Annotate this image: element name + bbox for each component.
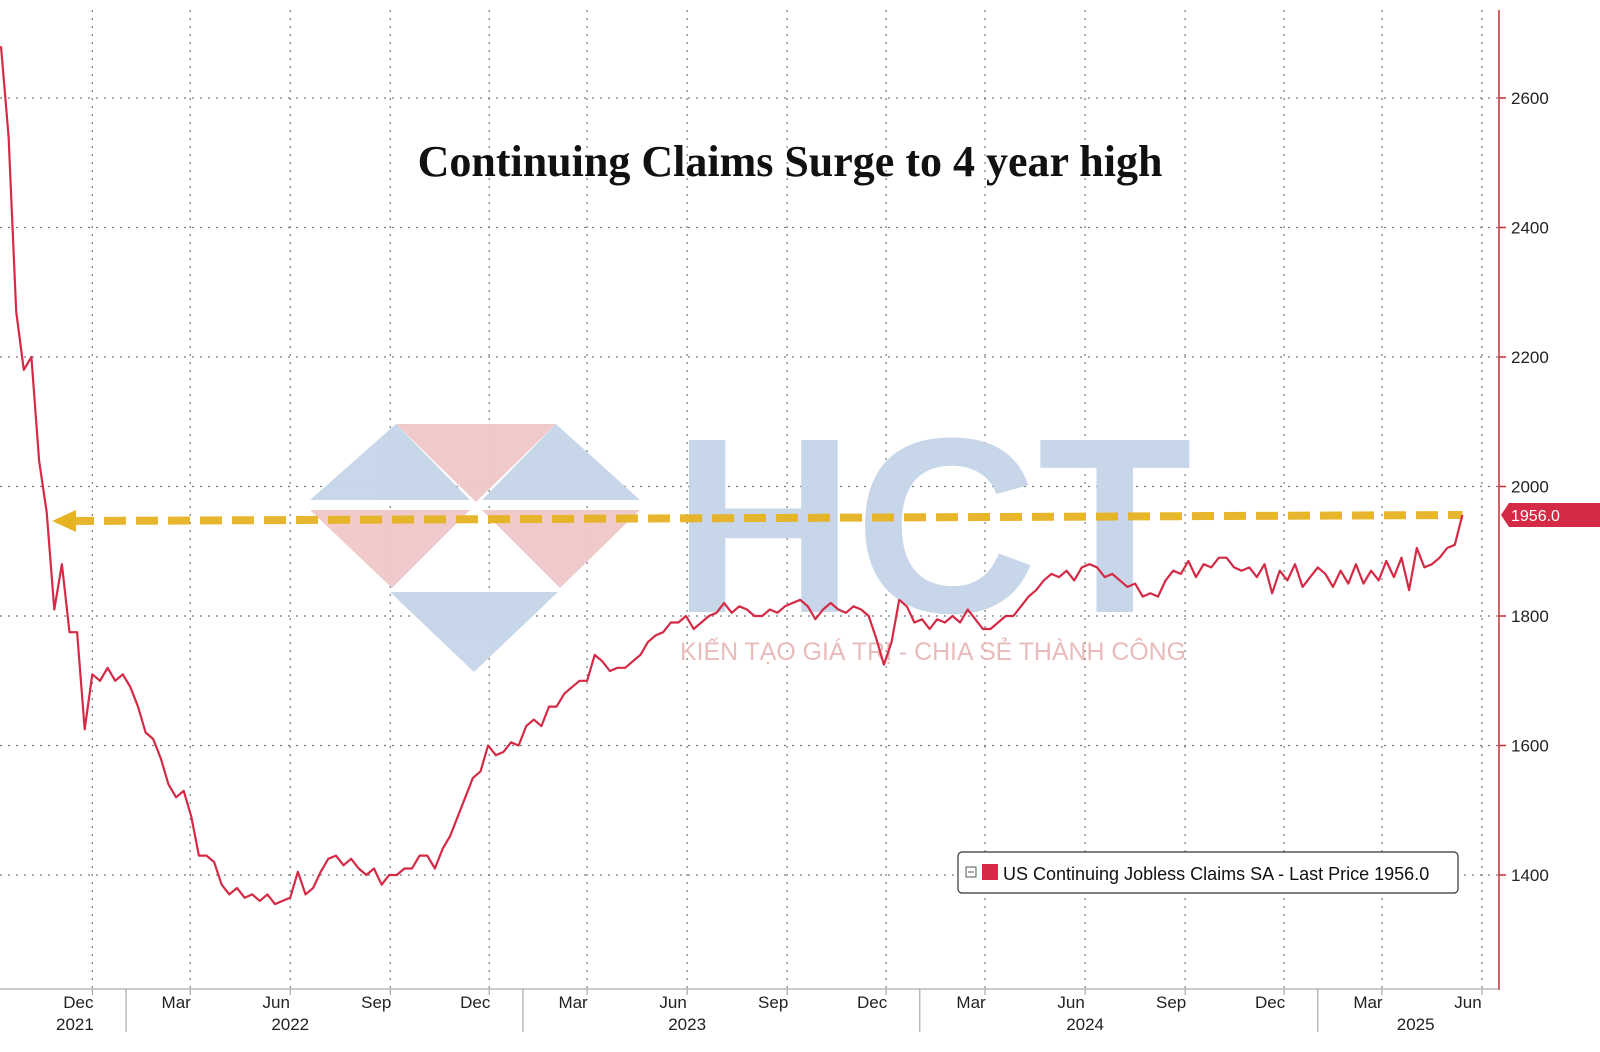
reference-arrowhead <box>52 509 76 532</box>
watermark-shape-left <box>310 424 470 500</box>
x-tick-label: Sep <box>1156 993 1186 1012</box>
x-tick-label: Sep <box>361 993 391 1012</box>
x-year-label: 2024 <box>1066 1015 1104 1034</box>
reference-line-group <box>52 509 1463 532</box>
x-tick-label: Mar <box>162 993 192 1012</box>
x-tick-label: Jun <box>263 993 290 1012</box>
legend-swatch <box>982 864 998 880</box>
x-tick-label: Dec <box>1255 993 1286 1012</box>
y-tick-label: 1400 <box>1511 866 1549 885</box>
x-year-label: 2025 <box>1397 1015 1435 1034</box>
last-value-badge-bg <box>1501 502 1600 527</box>
y-tick-label: 2000 <box>1511 478 1549 497</box>
y-tick-label: 2200 <box>1511 348 1549 367</box>
x-tick-label: Sep <box>758 993 788 1012</box>
series-line <box>0 46 1464 906</box>
watermark-shape-lower-right <box>482 510 640 588</box>
y-tick-label: 1600 <box>1511 737 1549 756</box>
x-tick-label: Mar <box>558 993 588 1012</box>
legend: US Continuing Jobless Claims SA - Last P… <box>957 851 1459 894</box>
watermark-tagline: KIẾN TẠO GIÁ TRỊ - CHIA SẺ THÀNH CÔNG <box>680 636 1186 666</box>
y-axis-ticks: 1400 1600 1800 2000 2200 2400 2600 <box>1499 89 1549 885</box>
x-tick-label: Dec <box>460 993 491 1012</box>
x-tick-label: Mar <box>956 993 986 1012</box>
y-tick-label: 2600 <box>1511 89 1549 108</box>
x-year-label: 2021 <box>56 1015 94 1034</box>
watermark-logo: HCT KIẾN TẠO GIÁ TRỊ - CHIA SẺ THÀNH CÔN… <box>310 386 1192 672</box>
x-tick-label: Mar <box>1353 993 1383 1012</box>
y-tick-label: 2400 <box>1511 219 1549 238</box>
x-tick-label: Dec <box>857 993 888 1012</box>
last-value-text: 1956.0 <box>1511 508 1560 525</box>
reference-line <box>71 510 1463 525</box>
legend-box <box>957 851 1459 894</box>
x-tick-label: Dec <box>63 993 94 1012</box>
series-group <box>0 46 1464 906</box>
watermark-shape-bottom <box>390 592 558 672</box>
legend-toggle-icon[interactable] <box>965 866 977 878</box>
x-tick-label: Jun <box>1454 993 1481 1012</box>
x-tick-label: Jun <box>659 993 686 1012</box>
watermark-shape-top <box>396 424 556 502</box>
watermark-logo-text: HCT <box>672 386 1192 665</box>
legend-label: US Continuing Jobless Claims SA - Last P… <box>1003 864 1429 884</box>
last-value-badge: 1956.0 <box>1501 502 1600 527</box>
x-tick-label: Jun <box>1057 993 1084 1012</box>
chart-title: Continuing Claims Surge to 4 year high <box>418 137 1163 186</box>
watermark-shape-right <box>482 424 640 500</box>
watermark-shape-lower-left <box>310 510 470 588</box>
x-axis-ticks: Dec Mar Jun Sep Dec Mar Jun Sep Dec Mar Jun Sep Dec M… <box>56 989 1483 1034</box>
x-year-label: 2023 <box>668 1015 706 1034</box>
y-tick-label: 1800 <box>1511 607 1549 626</box>
x-year-label: 2022 <box>271 1015 309 1034</box>
